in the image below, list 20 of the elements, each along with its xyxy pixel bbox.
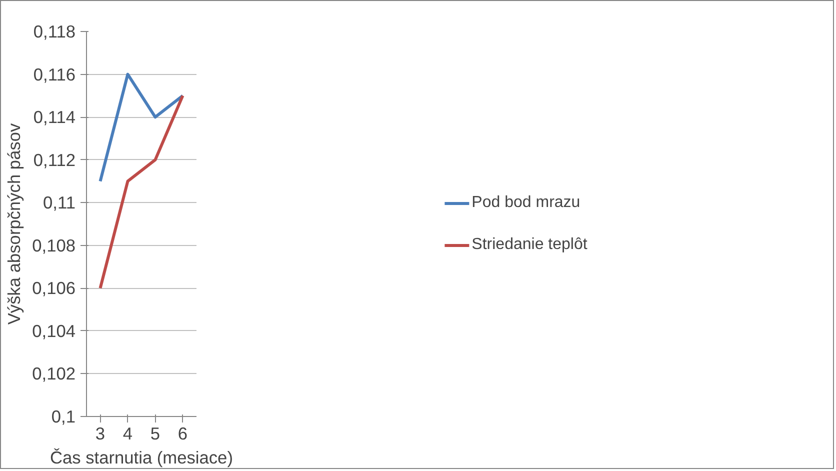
legend-label: Striedanie teplôt	[472, 236, 588, 254]
x-tick-label: 4	[122, 424, 133, 444]
y-tick-label: 0,106	[32, 278, 76, 298]
y-tick-label: 0,118	[33, 22, 76, 42]
x-tick-label: 3	[95, 424, 106, 444]
legend-label: Pod bod mrazu	[472, 194, 580, 212]
x-tick-label: 6	[178, 424, 188, 444]
x-tick-label: 5	[150, 424, 160, 444]
y-tick-label: 0,11	[43, 192, 76, 213]
line-series	[98, 72, 184, 183]
y-tick-label: 0,112	[33, 150, 76, 170]
y-tick-label: 0,102	[32, 364, 76, 384]
y-axis-title: Výška absorpčných pásov	[4, 123, 24, 325]
y-tick-label: 0,1	[51, 406, 76, 426]
y-tick-label: 0,104	[32, 320, 76, 341]
y-tick-label: 0,108	[32, 235, 76, 256]
y-tick-label: 0,116	[33, 64, 76, 84]
line-series	[98, 94, 184, 290]
x-axis-title: Čas starnutia (mesiace)	[50, 448, 233, 468]
y-tick-label: 0,114	[33, 107, 76, 128]
